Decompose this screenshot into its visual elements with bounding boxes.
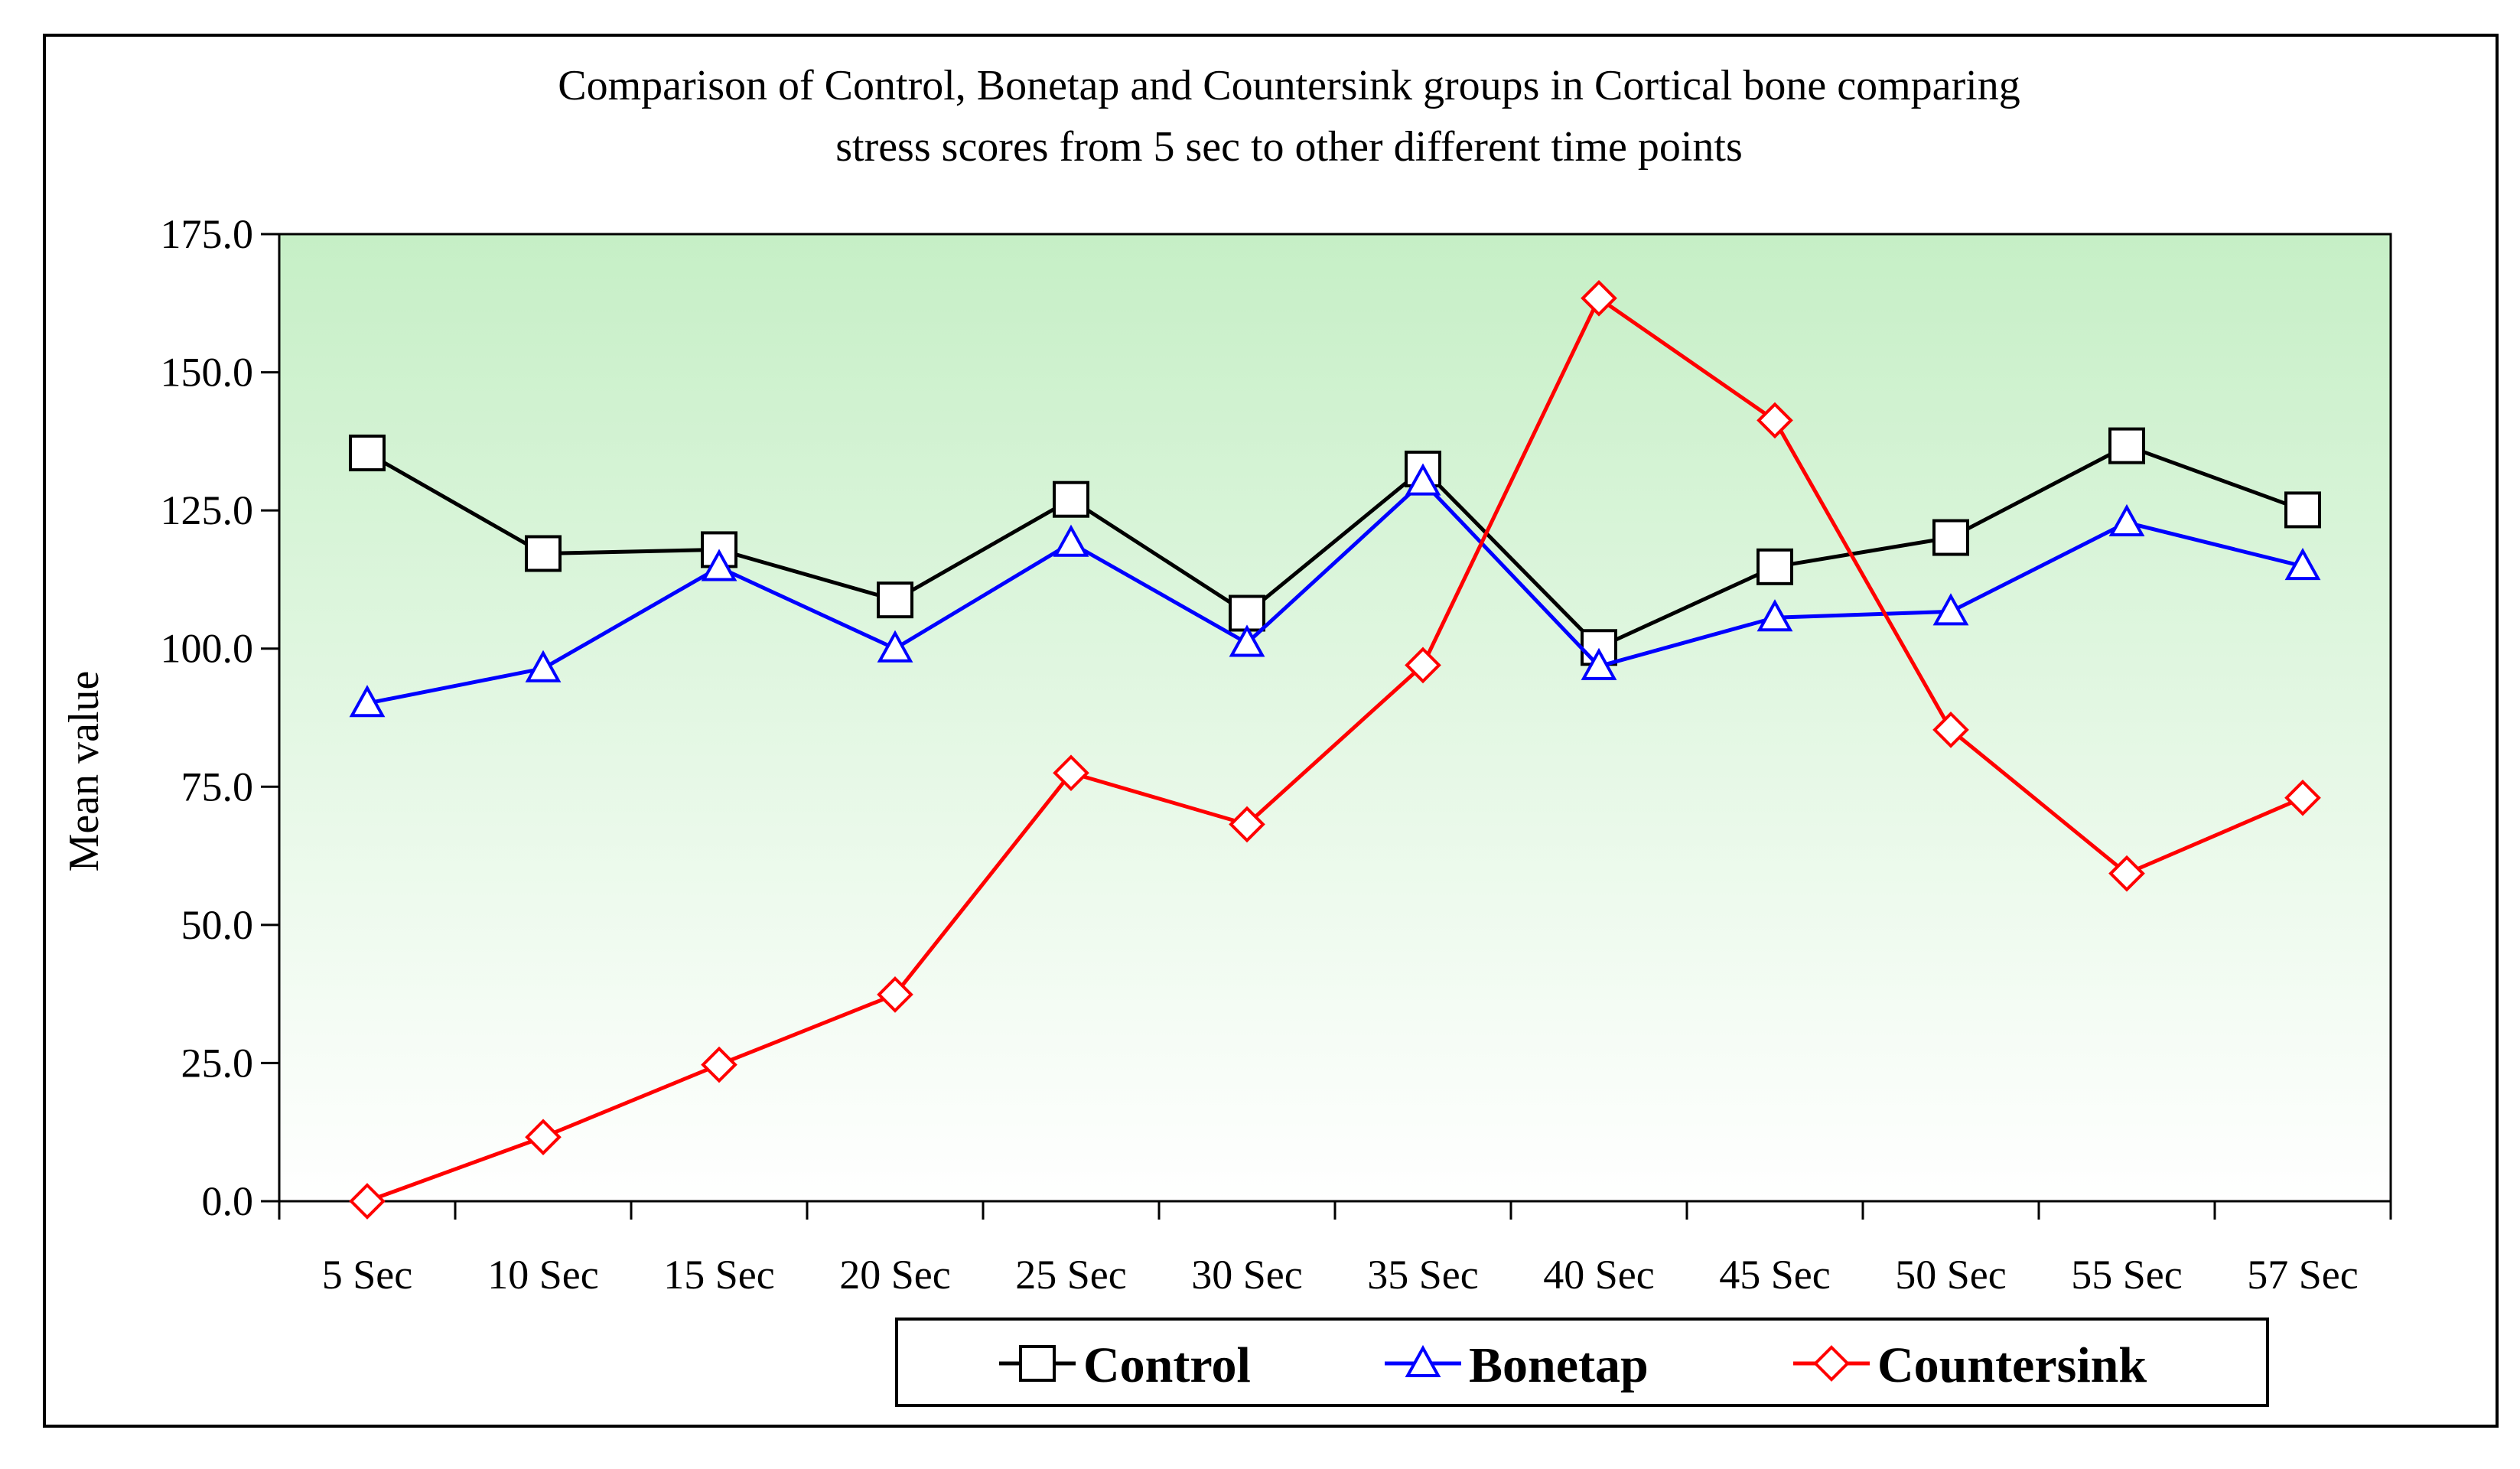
data-point-countersink — [1757, 402, 1793, 439]
data-point-countersink — [1053, 754, 1089, 792]
data-point-countersink — [2108, 855, 2145, 892]
y-tick-label: 175.0 — [161, 211, 254, 257]
legend-marker-control — [1019, 1345, 1056, 1382]
x-tick-label: 50 Sec — [1895, 1252, 2006, 1298]
data-point-countersink — [2284, 779, 2321, 816]
data-point-bonetap — [2108, 503, 2145, 537]
data-point-control — [525, 535, 562, 572]
data-point-countersink — [701, 1046, 737, 1083]
x-tick-label: 55 Sec — [2071, 1252, 2182, 1298]
data-point-bonetap — [1053, 524, 1089, 557]
legend: Control Bonetap Countersink — [895, 1318, 2269, 1407]
y-tick-label: 150.0 — [161, 350, 254, 396]
legend-item-control: Control — [999, 1337, 1251, 1393]
series-layer — [349, 279, 2321, 1220]
data-point-countersink — [525, 1119, 562, 1156]
legend-marker-countersink — [1813, 1345, 1850, 1382]
series-line-control — [366, 444, 2303, 650]
data-point-bonetap — [877, 630, 913, 663]
x-tick-label: 30 Sec — [1191, 1252, 1302, 1298]
legend-box — [895, 1318, 2269, 1407]
y-tick-label: 50.0 — [181, 902, 254, 948]
y-axis: 0.0 25.0 50.0 75.0 100.0 125.0 150.0 175.0 — [161, 211, 279, 1224]
legend-items: Control Bonetap Countersink — [999, 1337, 2147, 1393]
series-bonetap — [349, 463, 2321, 718]
x-tick-label: 15 Sec — [663, 1252, 774, 1298]
legend-label-bonetap: Bonetap — [1469, 1337, 1649, 1393]
data-point-countersink — [1405, 647, 1441, 684]
legend-item-countersink: Countersink — [1793, 1337, 2147, 1393]
data-point-countersink — [1581, 279, 1617, 317]
series-countersink — [349, 279, 2321, 1220]
x-tick-label: 57 Sec — [2247, 1252, 2358, 1298]
y-tick-label: 25.0 — [181, 1040, 254, 1086]
data-point-control — [1053, 480, 1089, 518]
data-point-control — [877, 581, 913, 619]
data-point-control — [2108, 427, 2145, 464]
data-point-countersink — [877, 976, 913, 1013]
data-point-bonetap — [1581, 647, 1617, 680]
data-point-bonetap — [1229, 624, 1265, 657]
legend-label-countersink: Countersink — [1877, 1337, 2147, 1393]
data-point-bonetap — [701, 549, 737, 581]
x-axis: 5 Sec 10 Sec 15 Sec 20 Sec 25 Sec 30 Sec 35 Se… — [278, 1201, 2392, 1298]
data-point-control — [2284, 491, 2321, 529]
data-point-control — [349, 435, 386, 472]
legend-label-control: Control — [1083, 1337, 1251, 1393]
data-point-bonetap — [1405, 463, 1441, 496]
data-point-bonetap — [2284, 547, 2321, 581]
data-point-bonetap — [1757, 599, 1793, 632]
legend-item-bonetap: Bonetap — [1385, 1337, 1649, 1393]
data-point-bonetap — [1932, 593, 1969, 626]
x-tick-label: 40 Sec — [1543, 1252, 1654, 1298]
data-point-control — [1932, 519, 1969, 556]
y-tick-label: 125.0 — [161, 487, 254, 533]
x-tick-label: 25 Sec — [1015, 1252, 1126, 1298]
y-tick-label: 0.0 — [202, 1178, 254, 1224]
y-tick-label: 75.0 — [181, 764, 254, 809]
series-line-countersink — [366, 296, 2303, 1204]
data-point-countersink — [1932, 712, 1969, 748]
x-tick-label: 35 Sec — [1367, 1252, 1478, 1298]
x-tick-label: 5 Sec — [322, 1252, 412, 1298]
series-line-bonetap — [366, 480, 2303, 705]
legend-marker-bonetap — [1405, 1344, 1441, 1377]
chart-title-line-1: Comparison of Control, Bonetap and Count… — [558, 62, 2020, 109]
data-point-bonetap — [349, 685, 386, 718]
x-tick-label: 10 Sec — [487, 1252, 598, 1298]
chart-title-line-2: stress scores from 5 sec to other differ… — [835, 123, 1743, 171]
x-tick-label: 20 Sec — [839, 1252, 950, 1298]
plot-area — [278, 233, 2392, 1203]
y-axis-label: Mean value — [60, 671, 108, 872]
x-tick-label: 45 Sec — [1719, 1252, 1830, 1298]
y-tick-label: 100.0 — [161, 626, 254, 672]
data-point-bonetap — [525, 650, 562, 682]
data-point-countersink — [349, 1183, 386, 1220]
data-point-control — [1757, 548, 1793, 585]
series-control — [349, 427, 2321, 666]
data-point-countersink — [1229, 806, 1265, 843]
